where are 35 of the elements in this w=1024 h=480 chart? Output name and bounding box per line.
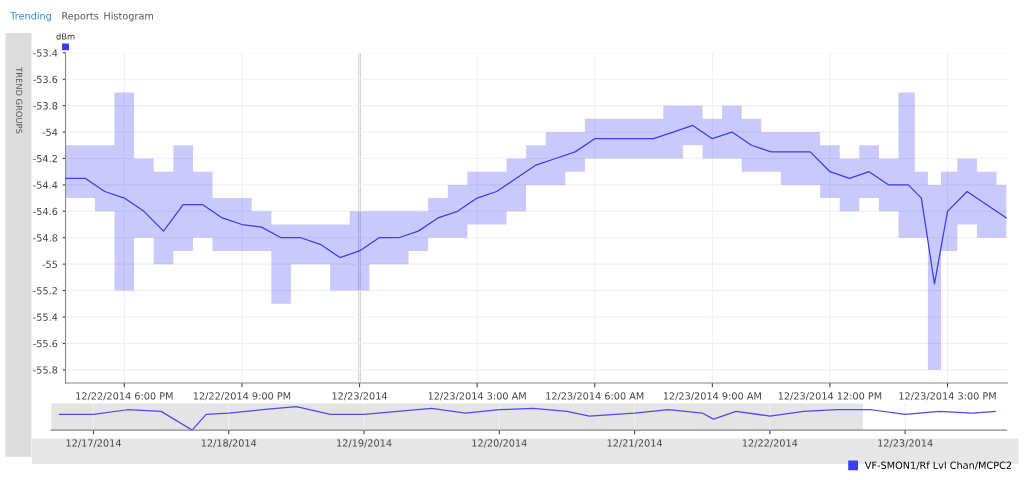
y-tick-label: -55.8 (33, 366, 58, 374)
x-tick-label: 12/23/2014 3:00 PM (899, 392, 996, 401)
x-tick-label: 12/17/2014 (66, 439, 121, 448)
x-tick-label: 12/22/2014 (742, 439, 798, 448)
y-tick-label: -54.2 (33, 154, 57, 163)
x-tick-label: 12/22/2014 6:00 PM (76, 392, 173, 401)
y-tick-label: -54.8 (33, 234, 58, 242)
y-tick-label: -53.4 (33, 49, 58, 57)
x-tick-label: 12/23/2014 6:00 AM (546, 392, 644, 401)
y-tick-label: -54 (42, 128, 58, 136)
x-tick-label: 12/23/2014 12:00 PM (778, 392, 882, 401)
x-tick-label: 12/23/2014 (332, 392, 387, 401)
x-tick-label: 12/23/2014 (878, 439, 933, 448)
y-tick-label: -53.8 (33, 102, 58, 110)
y-tick-label: -54.4 (33, 181, 58, 189)
y-tick-label: -54.6 (33, 207, 58, 216)
text: Histogram (104, 12, 154, 22)
legend-label: VF-SMON1/Rf Lvl Chan/MCPC2 (864, 461, 1012, 470)
y-tick-label: -55.6 (33, 339, 58, 348)
y-tick-label: -53.6 (33, 75, 58, 84)
y-axis-title: dBm (56, 33, 75, 40)
text: TREND GROUPS (16, 67, 23, 134)
x-tick-label: 12/18/2014 (201, 439, 257, 448)
x-tick-label: 12/19/2014 (337, 439, 392, 448)
text: Trending (10, 12, 51, 22)
text: Reports (62, 12, 99, 22)
x-tick-label: 12/22/2014 9:00 PM (193, 392, 291, 401)
x-tick-label: 12/23/2014 3:00 AM (428, 392, 526, 401)
x-tick-label: 12/23/2014 9:00 AM (663, 392, 761, 401)
y-tick-label: -55.4 (33, 313, 58, 321)
x-tick-label: 12/20/2014 (472, 439, 527, 448)
y-tick-label: -55 (42, 260, 58, 268)
y-tick-label: -55.2 (33, 287, 57, 295)
x-tick-label: 12/21/2014 (607, 439, 663, 448)
line-series (65, 124, 1007, 285)
